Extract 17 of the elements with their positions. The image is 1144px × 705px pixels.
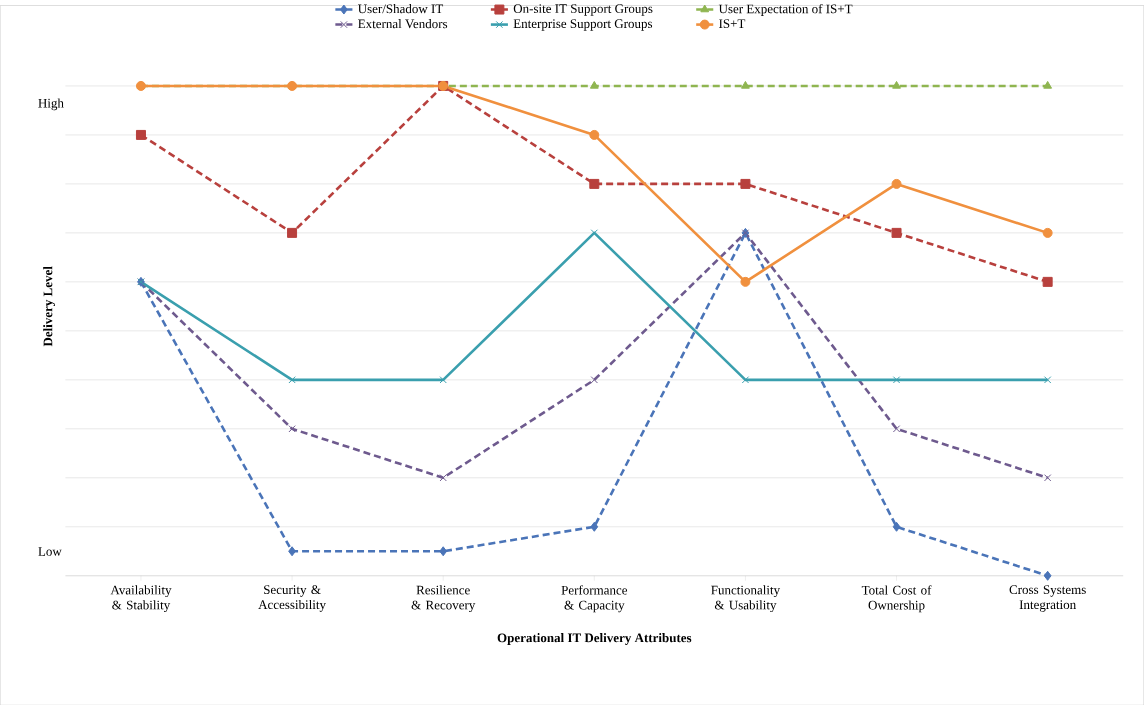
x-tick-label: Performance & Capacity (561, 585, 628, 613)
x-tick-label: Resilience & Recovery (411, 585, 476, 612)
x-tick-label: Functionality & Usability (711, 585, 781, 612)
text: High (38, 98, 64, 111)
legend-label: User Expectation of IS+T (718, 3, 853, 16)
x-tick-label: Total Cost of Ownership (861, 585, 932, 612)
x-tick-label: Availability & Stability (110, 585, 172, 612)
x-axis-title: Operational IT Delivery Attributes (497, 632, 692, 645)
x-tick-label: Cross Systems Integration (1009, 585, 1086, 612)
legend-label: On-site IT Support Groups (513, 4, 653, 16)
legend-label: IS+T (719, 19, 746, 28)
legend-label: External Vendors (358, 18, 448, 29)
legend-label: Enterprise Support Groups (513, 19, 653, 31)
y-axis-title: Delivery Level (43, 266, 56, 347)
text: Low (38, 547, 62, 556)
legend-label: User/Shadow IT (357, 3, 444, 13)
x-tick-label: Security & Accessibility (258, 585, 326, 612)
